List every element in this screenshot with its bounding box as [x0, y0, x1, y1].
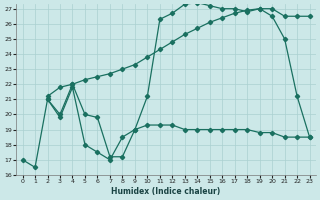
X-axis label: Humidex (Indice chaleur): Humidex (Indice chaleur)	[111, 187, 221, 196]
